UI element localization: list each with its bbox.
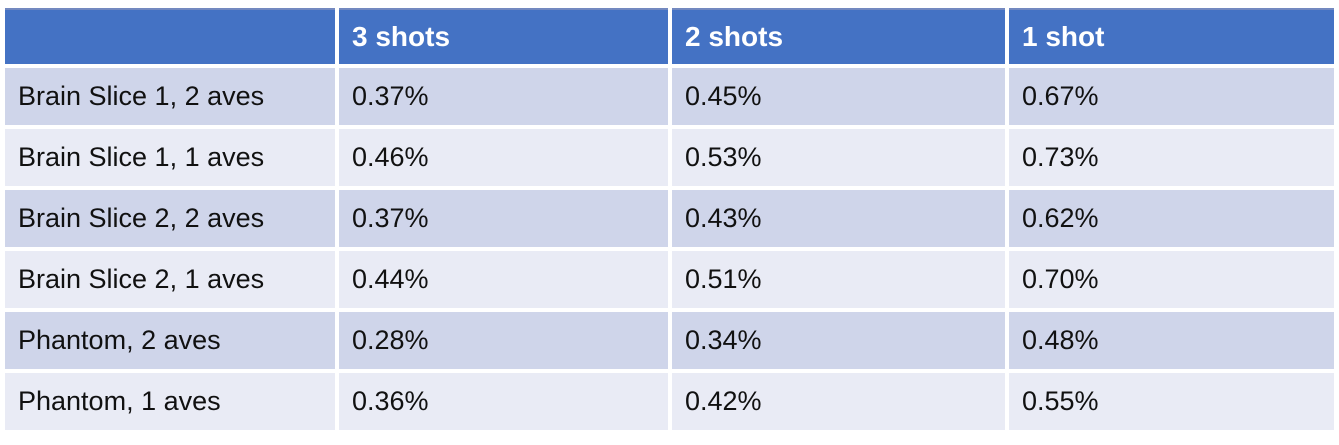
cell-value: 0.28%: [339, 312, 668, 369]
header-cell-1-shot: 1 shot: [1009, 8, 1334, 64]
table-header-row: 3 shots 2 shots 1 shot: [5, 8, 1334, 64]
row-label: Brain Slice 2, 2 aves: [5, 190, 335, 247]
row-label: Phantom, 2 aves: [5, 312, 335, 369]
header-cell-empty: [5, 8, 335, 64]
cell-value: 0.53%: [672, 129, 1005, 186]
header-cell-2-shots: 2 shots: [672, 8, 1005, 64]
cell-value: 0.44%: [339, 251, 668, 308]
row-label: Brain Slice 2, 1 aves: [5, 251, 335, 308]
table-row: Phantom, 2 aves 0.28% 0.34% 0.48%: [5, 312, 1334, 369]
cell-value: 0.48%: [1009, 312, 1334, 369]
cell-value: 0.43%: [672, 190, 1005, 247]
cell-value: 0.37%: [339, 190, 668, 247]
cell-value: 0.73%: [1009, 129, 1334, 186]
cell-value: 0.34%: [672, 312, 1005, 369]
cell-value: 0.42%: [672, 373, 1005, 430]
table-row: Brain Slice 1, 1 aves 0.46% 0.53% 0.73%: [5, 129, 1334, 186]
row-label: Phantom, 1 aves: [5, 373, 335, 430]
cell-value: 0.37%: [339, 68, 668, 125]
cell-value: 0.70%: [1009, 251, 1334, 308]
table-row: Brain Slice 2, 2 aves 0.37% 0.43% 0.62%: [5, 190, 1334, 247]
header-cell-3-shots: 3 shots: [339, 8, 668, 64]
cell-value: 0.55%: [1009, 373, 1334, 430]
cell-value: 0.62%: [1009, 190, 1334, 247]
cell-value: 0.45%: [672, 68, 1005, 125]
table-row: Brain Slice 2, 1 aves 0.44% 0.51% 0.70%: [5, 251, 1334, 308]
cell-value: 0.67%: [1009, 68, 1334, 125]
row-label: Brain Slice 1, 1 aves: [5, 129, 335, 186]
table-row: Phantom, 1 aves 0.36% 0.42% 0.55%: [5, 373, 1334, 430]
row-label: Brain Slice 1, 2 aves: [5, 68, 335, 125]
cell-value: 0.46%: [339, 129, 668, 186]
cell-value: 0.36%: [339, 373, 668, 430]
cell-value: 0.51%: [672, 251, 1005, 308]
results-table: 3 shots 2 shots 1 shot Brain Slice 1, 2 …: [1, 4, 1338, 434]
table-row: Brain Slice 1, 2 aves 0.37% 0.45% 0.67%: [5, 68, 1334, 125]
